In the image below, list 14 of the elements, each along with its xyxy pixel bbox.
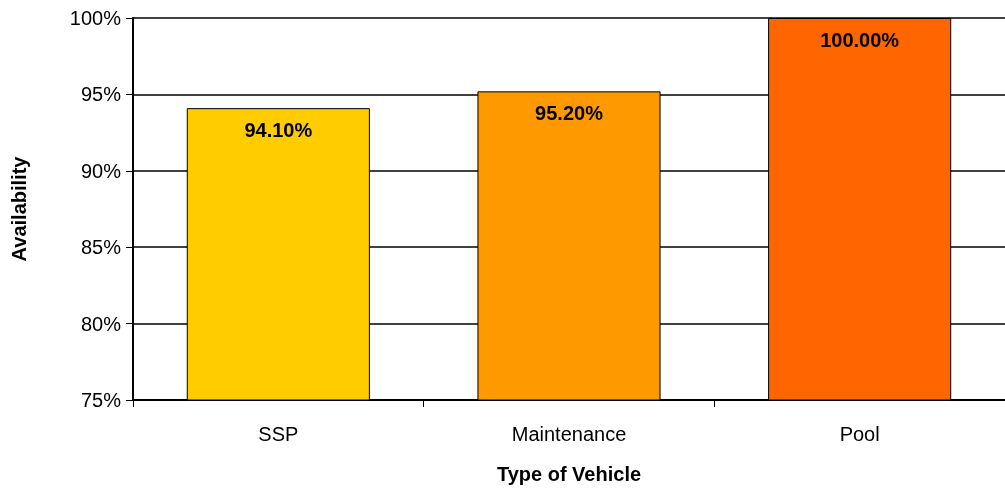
y-tick-label: 75% (80, 389, 122, 411)
y-tick-label: 90% (80, 159, 122, 182)
y-tick-label: 80% (80, 312, 122, 335)
y-tick-label: 100% (69, 7, 122, 29)
x-axis-title: Type of Vehicle (496, 463, 642, 485)
data-label: 95.20% (535, 102, 604, 125)
y-tick-label: 85% (80, 236, 122, 259)
x-tick-label: Maintenance (511, 423, 627, 445)
y-axis-title: Availability (8, 155, 30, 262)
data-label: 100.00% (820, 29, 900, 51)
x-tick-label: Pool (839, 423, 880, 445)
x-tick-label: SSP (258, 423, 299, 445)
y-tick-label: 95% (80, 83, 122, 106)
data-label: 94.10% (244, 119, 313, 142)
